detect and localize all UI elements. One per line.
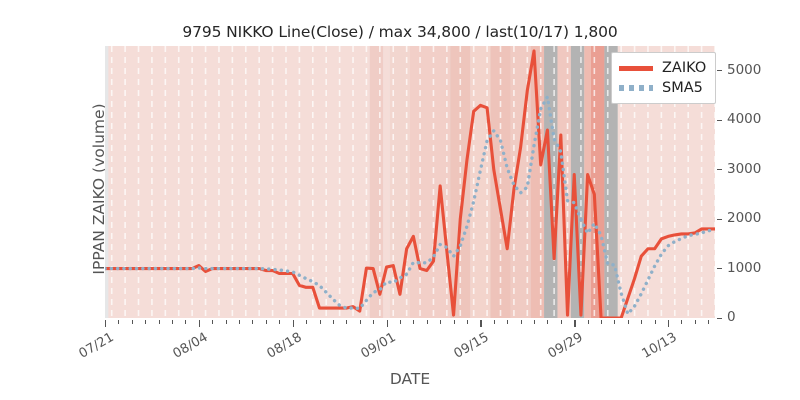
y-tick-mark [717,169,722,171]
shaded-band [383,46,390,318]
x-minor-tick [480,320,482,324]
legend-swatch-sma5 [619,85,653,91]
shaded-band [105,46,109,318]
y-tick-label: 5000 [727,61,762,78]
y-tick-label: 1000 [727,259,762,276]
x-minor-tick [265,320,267,324]
x-minor-tick [252,320,254,324]
x-tick-label: 09/01 [358,330,399,362]
x-minor-tick [185,320,187,324]
data-series-group [105,49,715,318]
y-tick-mark [717,317,722,319]
x-minor-tick [627,320,629,324]
x-tick-label: 09/15 [451,330,492,362]
x-minor-tick [426,320,428,324]
x-minor-tick [574,320,576,324]
y-tick-label: 4000 [727,111,762,128]
x-minor-tick [668,320,670,324]
chart-title: 9795 NIKKO Line(Close) / max 34,800 / la… [182,23,618,41]
shaded-band [108,46,370,318]
y-tick-label: 0 [727,309,736,325]
x-minor-tick [547,320,549,324]
x-minor-tick [520,320,522,324]
x-minor-tick [453,320,455,324]
y-tick-mark [717,218,722,220]
x-minor-tick [587,320,589,324]
x-minor-tick [158,320,160,324]
x-tick-label: 09/29 [545,330,586,362]
x-minor-tick [105,320,106,324]
x-minor-tick [614,320,616,324]
x-minor-tick [507,320,509,324]
x-minor-tick [239,320,241,324]
x-minor-tick [198,320,200,324]
shaded-band [410,46,451,318]
x-minor-tick [131,320,133,324]
x-minor-tick [708,320,710,324]
series-line-sma5 [105,95,715,316]
x-minor-tick [466,320,468,324]
x-minor-tick [292,320,294,324]
legend-item-sma5[interactable]: SMA5 [619,78,706,98]
x-tick-label: 08/04 [170,330,211,362]
shaded-band [470,46,491,318]
x-minor-tick [172,320,174,324]
series-line-zaiko [105,49,715,318]
x-minor-tick [319,320,321,324]
x-minor-tick [359,320,361,324]
x-axis-label: DATE [389,370,431,388]
x-minor-tick [399,320,401,324]
y-tick-mark [717,119,722,121]
chart-legend: ZAIKO SMA5 [611,52,717,104]
y-tick-mark [717,268,722,270]
x-minor-tick [332,320,334,324]
x-minor-tick [601,320,603,324]
x-minor-tick [413,320,415,324]
y-tick-label: 2000 [727,210,762,227]
x-minor-tick [493,320,495,324]
legend-label-sma5: SMA5 [662,80,703,96]
x-minor-tick [145,320,147,324]
x-minor-tick [118,320,120,324]
x-minor-tick [279,320,281,324]
x-minor-tick [694,320,696,324]
x-tick-label: 08/18 [264,330,305,362]
x-minor-tick [306,320,308,324]
x-minor-tick [225,320,227,324]
y-tick-label: 3000 [727,160,762,177]
legend-label-zaiko: ZAIKO [662,60,707,76]
x-minor-tick [681,320,683,324]
legend-item-zaiko[interactable]: ZAIKO [619,58,706,78]
legend-swatch-zaiko [619,65,653,71]
x-minor-tick [560,320,562,324]
x-minor-tick [641,320,643,324]
x-minor-tick [212,320,214,324]
x-tick-label: 10/13 [639,330,680,362]
x-minor-tick [373,320,375,324]
x-minor-tick [534,320,535,324]
y-tick-mark [717,70,722,72]
x-minor-tick [386,320,388,324]
x-minor-tick [440,320,442,324]
x-minor-tick [346,320,348,324]
x-tick-label: 07/21 [76,330,117,362]
x-minor-tick [654,320,656,324]
